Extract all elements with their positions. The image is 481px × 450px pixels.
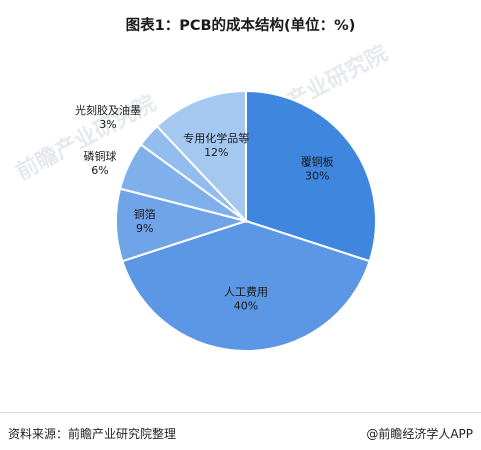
slice-name-label: 覆铜板 [301,155,334,169]
slice-value-label: 12% [204,146,228,159]
pie-slice [245,89,377,263]
slice-value-label: 3% [99,118,116,131]
slice-name-label: 光刻胶及油墨 [75,103,141,117]
footer-divider [0,412,481,413]
source-note: 资料来源：前瞻产业研究院整理 [8,427,177,441]
slice-name-label: 磷铜球 [84,149,117,163]
brand-credit: @前瞻经济学人APP [366,427,473,441]
slice-value-label: 40% [234,300,258,313]
slice-name-label: 专用化学品等 [183,131,249,145]
slice-value-label: 6% [91,164,108,177]
pie-slices [115,89,377,352]
pie-slice [155,89,247,224]
slice-value-label: 9% [136,222,153,235]
chart-title: 图表1：PCB的成本结构(单位：%) [125,18,356,34]
pie-slice [121,219,371,352]
slice-name-label: 铜箔 [134,207,156,221]
slice-value-label: 30% [305,170,329,183]
slice-name-label: 人工费用 [224,286,268,299]
